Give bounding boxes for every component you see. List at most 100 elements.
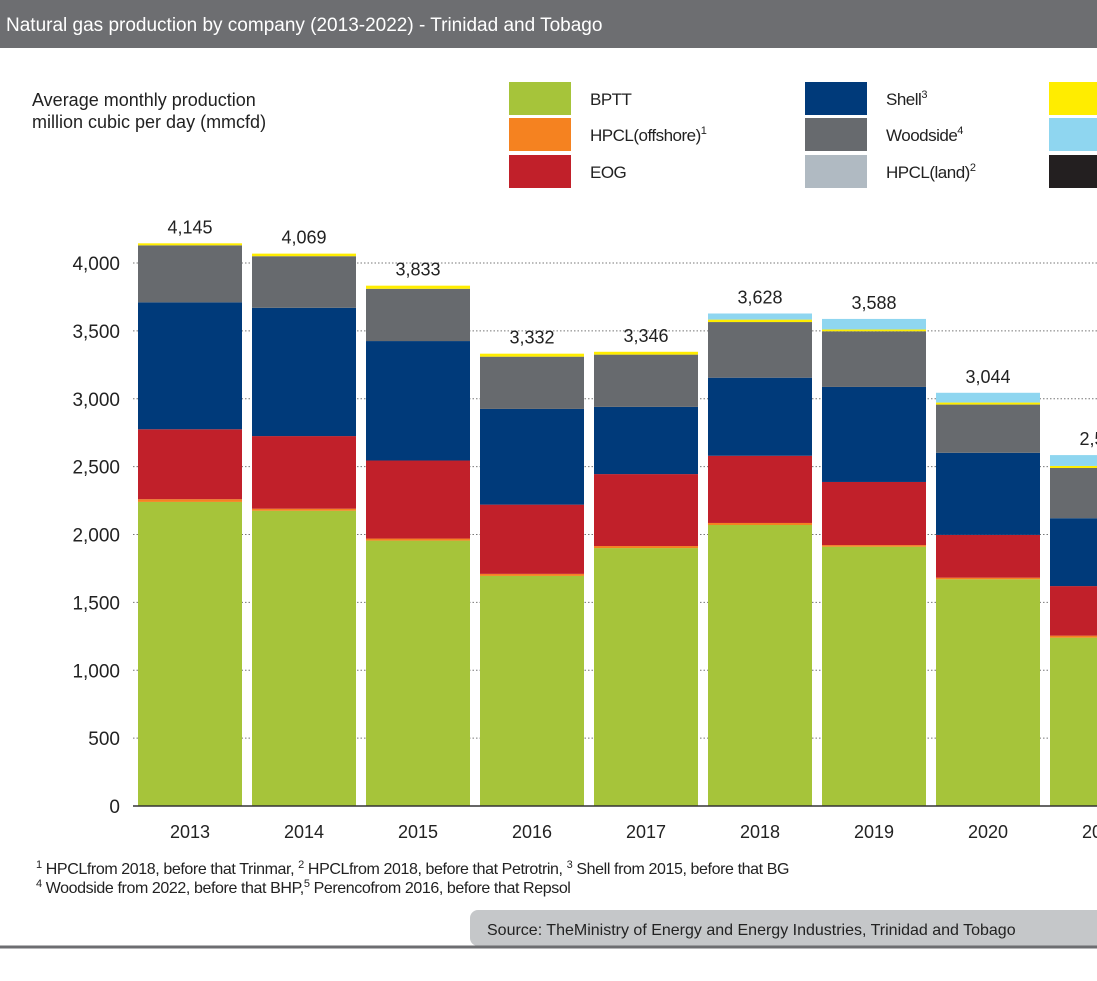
total-label: 3,346 (623, 326, 668, 346)
bar-segment (366, 285, 470, 289)
bar-segment (822, 331, 926, 387)
y-tick-label: 500 (88, 729, 120, 750)
y-axis-label: Average monthly production (32, 90, 256, 110)
bar-segment (138, 499, 242, 502)
bar-segment (1050, 586, 1097, 636)
bar-segment (708, 313, 812, 320)
total-label: 4,069 (281, 228, 326, 248)
x-tick-label: 2015 (398, 822, 438, 842)
footnote: 1 HPCLfrom 2018, before that Trinmar, 2 … (36, 859, 789, 878)
total-label: 3,628 (737, 287, 782, 307)
legend-note: 1 (701, 125, 707, 137)
bar-segment (708, 522, 812, 525)
legend-label: HPCL(land)2 (886, 162, 976, 182)
bar-segment (822, 546, 926, 806)
x-tick-label: 2020 (968, 822, 1008, 842)
bar-segment (138, 302, 242, 430)
bar-segment (366, 538, 470, 541)
legend-label: HPCL(offshore)1 (590, 125, 707, 145)
bar-segment (708, 524, 812, 806)
legend-label: Shell3 (886, 89, 927, 109)
legend-label: Woodside4 (886, 125, 963, 145)
bar-segment (594, 351, 698, 355)
legend-swatch (509, 118, 571, 151)
y-tick-label: 2,500 (72, 458, 120, 479)
legend-swatch (805, 118, 867, 151)
bar-segment (480, 573, 584, 576)
x-tick-label: 2021 (1082, 822, 1097, 842)
y-tick-label: 2,000 (72, 526, 120, 547)
bar-segment (594, 406, 698, 475)
bar-segment (936, 534, 1040, 578)
total-label: 3,833 (395, 260, 440, 280)
legend-swatch (1049, 118, 1097, 151)
legend-name: BPTT (590, 90, 632, 109)
legend-name: EOG (590, 163, 626, 182)
bar-segment (936, 579, 1040, 806)
total-label: 3,044 (965, 367, 1010, 387)
footnote-text: Perencofrom 2016, before that Repsol (310, 880, 571, 897)
legend-swatch (509, 82, 571, 115)
legend-note: 2 (970, 162, 976, 174)
bar-segment (252, 256, 356, 308)
bar-segment (480, 353, 584, 357)
bar-segment (366, 288, 470, 342)
bar-segment (252, 508, 356, 511)
y-tick-label: 1,500 (72, 593, 120, 614)
legend-swatch (1049, 155, 1097, 188)
bar-segment (708, 377, 812, 456)
bar-segment (480, 356, 584, 409)
footnote-text: Woodside from 2022, before that BHP, (42, 880, 304, 897)
bar-segment (480, 504, 584, 574)
legend-name: HPCL(land) (886, 163, 970, 182)
footnote-text: HPCLfrom 2018, before that Trinmar, (42, 861, 298, 878)
bar-segment (252, 510, 356, 806)
chart-title: Natural gas production by company (2013-… (6, 15, 602, 36)
bar-segment (822, 545, 926, 547)
bar-segment (822, 329, 926, 332)
bar-segment (480, 408, 584, 505)
legend-swatch (805, 82, 867, 115)
legend-label: BPTT (590, 90, 632, 109)
legend-note: 3 (921, 89, 927, 101)
legend-label: EOG (590, 163, 626, 182)
bar-segment (480, 575, 584, 806)
x-tick-label: 2019 (854, 822, 894, 842)
bar-segment (1050, 635, 1097, 638)
legend-swatch (1049, 82, 1097, 115)
bar-segment (936, 402, 1040, 405)
footnote-mark: 2 (298, 859, 304, 871)
x-tick-label: 2014 (284, 822, 324, 842)
bar-segment (252, 307, 356, 437)
bar-segment (138, 243, 242, 246)
legend-swatch (509, 155, 571, 188)
footnote-mark: 1 (36, 859, 42, 871)
y-tick-label: 0 (109, 797, 120, 818)
y-tick-label: 1,000 (72, 661, 120, 682)
bar-segment (1050, 465, 1097, 468)
bar-segment (708, 455, 812, 523)
bar-segment (366, 460, 470, 539)
bar-segment (936, 404, 1040, 453)
bar-segment (366, 540, 470, 806)
y-tick-label: 4,000 (72, 254, 120, 275)
source-box (470, 910, 1097, 946)
bar-segment (936, 577, 1040, 580)
y-tick-label: 3,500 (72, 322, 120, 343)
total-label: 4,145 (167, 217, 212, 237)
bar-segment (252, 436, 356, 509)
y-tick-label: 3,000 (72, 390, 120, 411)
bar-segment (936, 392, 1040, 403)
legend-name: Shell (886, 90, 921, 109)
x-tick-label: 2018 (740, 822, 780, 842)
bar-segment (138, 429, 242, 500)
bar-segment (1050, 467, 1097, 519)
footnote: 4 Woodside from 2022, before that BHP,5 … (36, 878, 570, 897)
bar-segment (822, 318, 926, 330)
y-axis-label: million cubic per day (mmcfd) (32, 112, 266, 132)
bar-segment (708, 322, 812, 378)
footnote-mark: 4 (36, 878, 42, 890)
bar-segment (1050, 637, 1097, 806)
bar-segment (366, 341, 470, 461)
